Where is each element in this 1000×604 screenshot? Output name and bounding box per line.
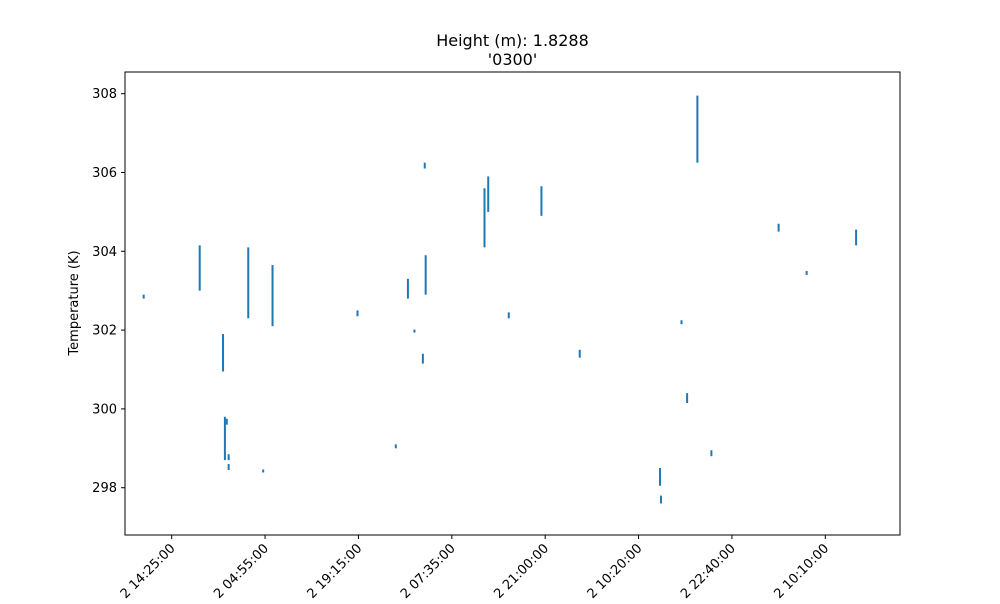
y-tick-label: 308 xyxy=(92,87,117,102)
y-axis-label: Temperature (K) xyxy=(67,250,82,356)
x-tick-label: 2 19:15:00 xyxy=(305,541,366,600)
plot-area xyxy=(142,95,858,504)
y-tick-label: 300 xyxy=(92,402,117,417)
x-tick-label: 2 21:00:00 xyxy=(491,541,552,600)
x-tick-label: 2 10:20:00 xyxy=(585,541,646,600)
y-tick-label: 306 xyxy=(92,166,117,181)
y-tick-label: 298 xyxy=(92,481,117,496)
y-tick-label: 302 xyxy=(92,324,117,339)
x-axis: 2 14:25:00 2 04:55:00 2 19:15:00 2 07:35:00… xyxy=(118,535,832,602)
plot-frame xyxy=(124,71,901,536)
x-tick-label: 2 14:25:00 xyxy=(118,541,179,600)
y-axis: 298 300 302 304 306 308 xyxy=(92,87,125,496)
chart-title: Height (m): 1.8288 xyxy=(436,31,589,50)
x-tick-label: 2 04:55:00 xyxy=(211,541,272,600)
x-tick-label: 2 10:10:00 xyxy=(771,541,832,600)
x-tick-label: 2 22:40:00 xyxy=(678,541,739,600)
y-tick-label: 304 xyxy=(92,245,117,260)
chart-subtitle: '0300' xyxy=(488,50,538,69)
x-tick-label: 2 07:35:00 xyxy=(398,541,459,600)
